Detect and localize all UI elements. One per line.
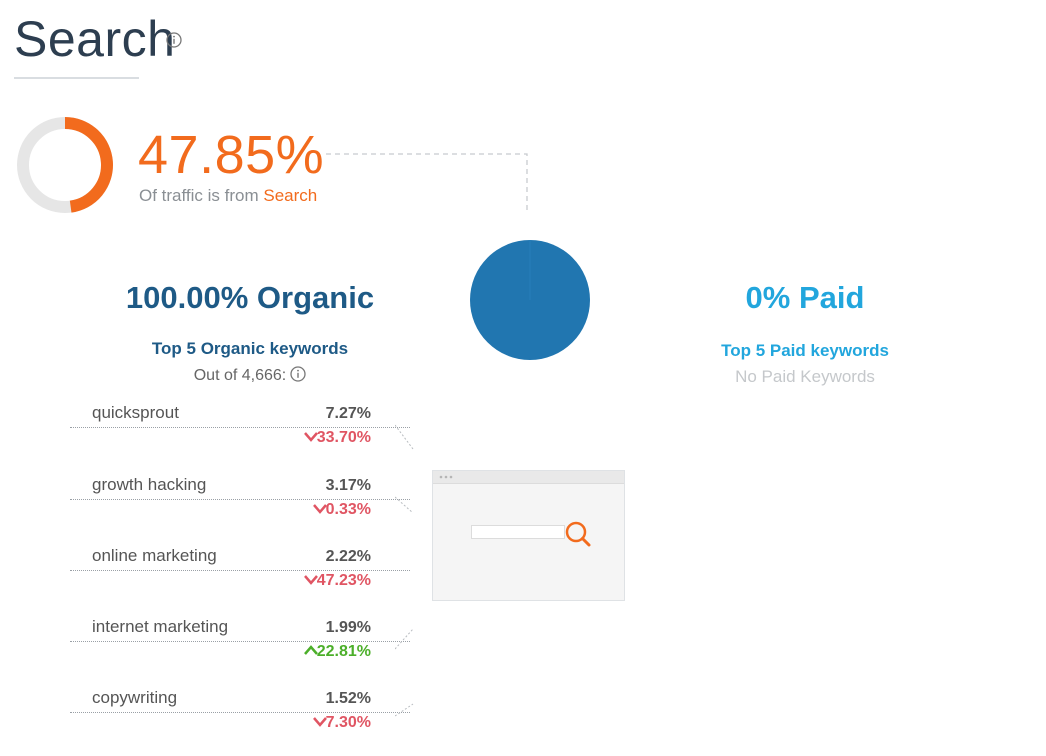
search-share-subtitle-accent: Search [263,186,318,205]
down-arrow-icon [312,504,327,514]
keyword-name[interactable]: online marketing [92,546,217,565]
keyword-name[interactable]: quicksprout [92,403,179,422]
keyword-change: 7.30% [312,714,371,732]
keyword-change-value: 33.70% [316,429,371,446]
search-browser-illustration [432,470,625,601]
down-arrow-icon [303,575,318,585]
keyword-connector [395,424,414,450]
keyword-row[interactable]: online marketing 2.22% 47.23% [70,546,415,606]
keyword-row[interactable]: internet marketing 1.99% 22.81% [70,617,415,677]
keyword-divider [70,427,410,428]
keyword-connector [395,496,414,514]
keyword-divider [70,641,410,642]
organic-paid-pie [470,240,590,360]
down-arrow-icon [312,717,327,727]
down-arrow-icon [303,432,318,442]
paid-heading: 0% Paid [745,280,865,315]
keyword-change: 0.33% [312,501,371,519]
info-icon[interactable] [290,366,306,382]
keyword-share: 1.52% [325,690,371,707]
search-share-donut [17,117,113,213]
browser-title-bar [433,471,624,484]
organic-keywords-count: Out of 4,666: [150,366,350,385]
up-arrow-icon [303,645,318,655]
keyword-row[interactable]: copywriting 1.52% 7.30% [70,688,415,748]
keyword-change-value: 7.30% [325,714,371,731]
keyword-divider [70,570,410,571]
keyword-share: 1.99% [325,619,371,636]
organic-count-text: Out of 4,666: [193,367,287,384]
keyword-change: 33.70% [303,429,371,447]
paid-keywords-title[interactable]: Top 5 Paid keywords [721,341,889,360]
magnifier-icon [565,521,591,547]
search-share-percent: 47.85% [138,125,325,185]
keyword-name[interactable]: internet marketing [92,617,229,636]
keyword-change-value: 0.33% [325,501,371,518]
search-share-arc [64,117,113,213]
keyword-change-value: 47.23% [316,572,371,589]
keyword-change-value: 22.81% [316,643,371,660]
paid-keywords-empty: No Paid Keywords [735,367,875,386]
keyword-divider [70,712,410,713]
window-dots-icon [439,475,453,479]
keyword-row[interactable]: quicksprout 7.27% 33.70% [70,403,415,463]
keyword-connector [395,703,414,717]
keyword-row[interactable]: growth hacking 3.17% 0.33% [70,475,415,535]
browser-search-box [471,525,565,539]
keyword-share: 7.27% [325,405,371,422]
title-underline [14,77,139,79]
keyword-name[interactable]: growth hacking [92,475,207,494]
keyword-name[interactable]: copywriting [92,688,178,707]
search-share-subtitle: Of traffic is from Search [139,186,317,206]
keyword-connector [395,628,414,650]
keyword-divider [70,499,410,500]
organic-heading: 100.00% Organic [125,280,375,315]
keyword-change: 22.81% [303,643,371,661]
info-icon[interactable] [166,32,182,48]
keyword-share: 3.17% [325,477,371,494]
page-title: Search [14,11,176,67]
keyword-share: 2.22% [325,548,371,565]
search-share-subtitle-text: Of traffic is from [139,186,264,205]
keyword-change: 47.23% [303,572,371,590]
organic-keywords-title[interactable]: Top 5 Organic keywords [151,339,349,358]
